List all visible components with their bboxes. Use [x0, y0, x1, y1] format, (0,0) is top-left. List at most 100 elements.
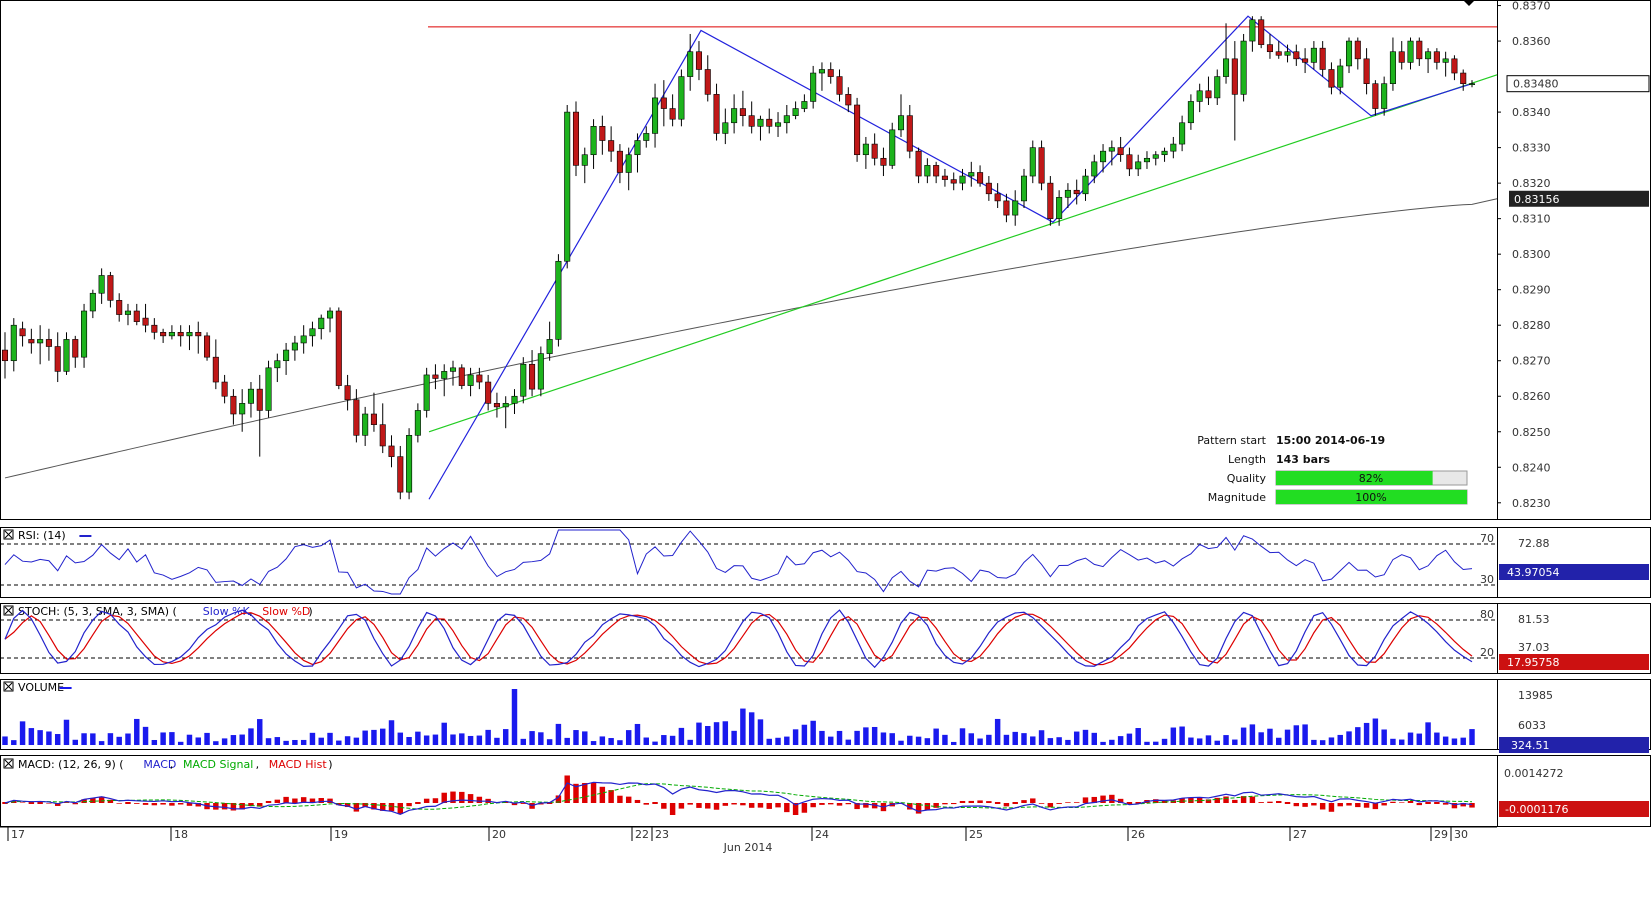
candle [406, 428, 413, 500]
candle [652, 83, 659, 148]
candle [757, 115, 764, 141]
stoch-sep: , [249, 605, 253, 618]
candle-body [1003, 200, 1010, 216]
macd-hist-bar [511, 803, 518, 806]
volume-bar [1346, 731, 1352, 745]
volume-bar [467, 735, 474, 745]
candle [467, 367, 474, 397]
candle-body [1126, 154, 1133, 170]
volume-bar [775, 737, 781, 745]
candle-body [871, 143, 878, 159]
macd-hist-bar [661, 803, 667, 809]
candle-body [897, 115, 905, 131]
macd-hist-bar [801, 803, 808, 813]
macd-hist-bar [617, 795, 623, 803]
macd-close: ) [328, 758, 332, 771]
candle [915, 147, 922, 184]
candle [1170, 136, 1177, 159]
volume-bar [1056, 737, 1062, 745]
volume-bar [731, 730, 737, 745]
volume-bar [722, 721, 729, 745]
candle-body [616, 150, 623, 173]
info-label: Quality [1227, 472, 1267, 485]
volume-bar [1249, 724, 1256, 745]
macd-hist-bar [986, 801, 992, 803]
volume-bar [54, 734, 61, 745]
candle [1047, 176, 1054, 226]
volume-bar [652, 741, 658, 745]
macd-hist-bar [1161, 800, 1168, 803]
day-label: 24 [815, 828, 829, 841]
volume-bar [1311, 739, 1317, 745]
candle-body [810, 72, 817, 102]
macd-hist-bar [1232, 799, 1238, 803]
candle [124, 303, 132, 326]
macd-hist-bar [195, 803, 201, 807]
volume-bar [661, 735, 667, 745]
candle [1029, 140, 1036, 184]
volume-bar [1205, 735, 1212, 745]
volume-bar [1381, 729, 1387, 745]
candle [880, 147, 887, 177]
ma-price-label: 0.83156 [1514, 193, 1560, 206]
candle-body [204, 335, 211, 358]
macd-hist-bar [344, 803, 351, 808]
candle-body [906, 115, 913, 152]
macd-hist-bar [1267, 801, 1273, 803]
candle-body [687, 51, 694, 77]
candle-body [880, 157, 887, 166]
volume-bar [265, 738, 272, 745]
macd-hist-bar [248, 803, 254, 806]
candle [309, 321, 316, 347]
candle-body [1319, 47, 1326, 70]
info-value: 15:00 2014-06-19 [1276, 434, 1385, 447]
macd-legend: MACD [143, 758, 176, 771]
volume-bar [933, 728, 939, 745]
volume-bar [1258, 732, 1264, 745]
candle [116, 293, 123, 322]
stoch-pane: STOCH: (5, 3, SMA, 3, SMA) (Slow %K, Slo… [0, 603, 1651, 674]
candle [485, 374, 492, 411]
candle [1240, 33, 1247, 102]
price-tick-label: 0.8360 [1512, 35, 1551, 48]
macd-hist-bar [573, 783, 579, 803]
candle-body [1425, 51, 1432, 60]
volume-bar [617, 740, 623, 745]
candle-body [432, 374, 439, 379]
ma-price-label-bg [1509, 190, 1649, 207]
macd-hist-bar [1284, 802, 1291, 804]
volume-bar [757, 719, 764, 745]
volume-bar [1144, 741, 1150, 745]
candle [362, 406, 369, 446]
pane-frame [0, 679, 1651, 750]
macd-hist-bar [836, 803, 843, 806]
candle [1179, 115, 1186, 152]
macd-hist-bar [1258, 802, 1264, 803]
candle-body [572, 111, 580, 166]
collapse-x-icon [4, 606, 13, 615]
macd-hist-bar [371, 803, 377, 810]
candle [1082, 168, 1089, 201]
candle [775, 112, 782, 137]
stoch-k-line [4, 609, 1473, 669]
volume-bar [678, 727, 685, 745]
volume-bar [1065, 739, 1071, 745]
volume-bar [1442, 736, 1449, 745]
macd-hist-bar [230, 803, 237, 811]
volume-bar [1460, 737, 1466, 745]
candle [924, 158, 931, 184]
macd-pane: MACD: (12, 26, 9) (MACD, MACD Signal, MA… [0, 755, 1651, 827]
volume-bar [968, 733, 975, 745]
volume-bar [696, 722, 702, 745]
candle-body [757, 118, 764, 127]
day-label: 22 [635, 828, 649, 841]
volume-bar [406, 736, 412, 745]
volume-bar [977, 738, 983, 745]
volume-bar [950, 741, 957, 745]
candle [81, 303, 88, 368]
stoch-tick: 37.03 [1518, 641, 1550, 654]
macd-hist-bar [318, 798, 324, 803]
macd-hist-bar [933, 803, 939, 808]
candle [177, 325, 184, 347]
volume-bar [898, 740, 904, 745]
